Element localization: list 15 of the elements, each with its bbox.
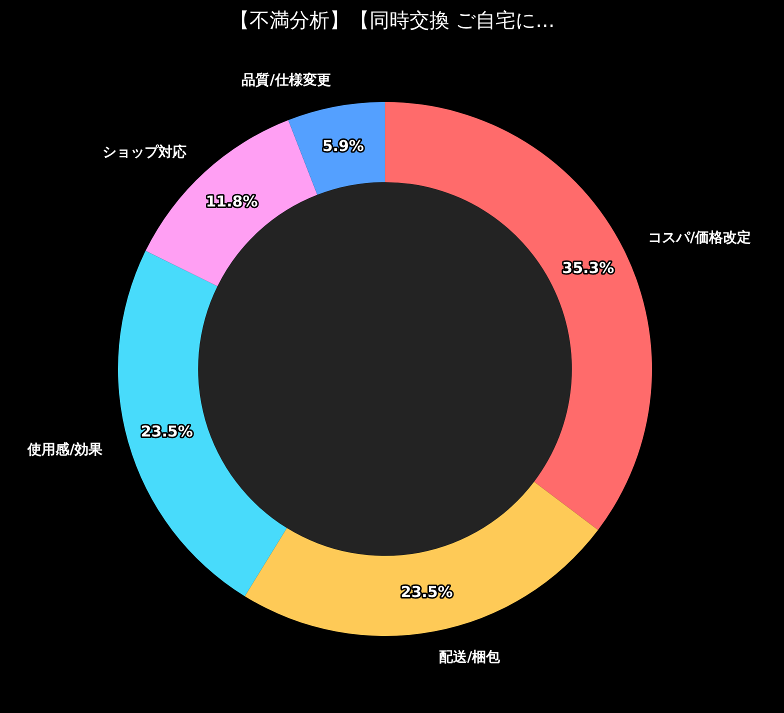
donut-slice bbox=[288, 102, 385, 195]
donut-slice bbox=[146, 120, 318, 286]
donut-slice bbox=[118, 250, 287, 596]
slice-label: コスパ/価格改定 bbox=[648, 229, 752, 246]
data-label: 5.9% bbox=[322, 136, 364, 155]
donut-slice bbox=[244, 482, 598, 636]
slice-label: ショップ対応 bbox=[102, 143, 187, 160]
data-label: 23.5% bbox=[140, 422, 193, 441]
data-label: 35.3% bbox=[562, 258, 614, 277]
slice-label: 配送/梱包 bbox=[439, 650, 502, 666]
slice-label: 使用感/効果 bbox=[26, 442, 104, 458]
data-label: 23.5% bbox=[400, 583, 453, 602]
chart-title: 【不満分析】【同時交換 ご自宅に... bbox=[229, 8, 555, 32]
slice-label: 品質/仕様変更 bbox=[242, 71, 331, 88]
data-label: 11.8% bbox=[206, 192, 258, 211]
